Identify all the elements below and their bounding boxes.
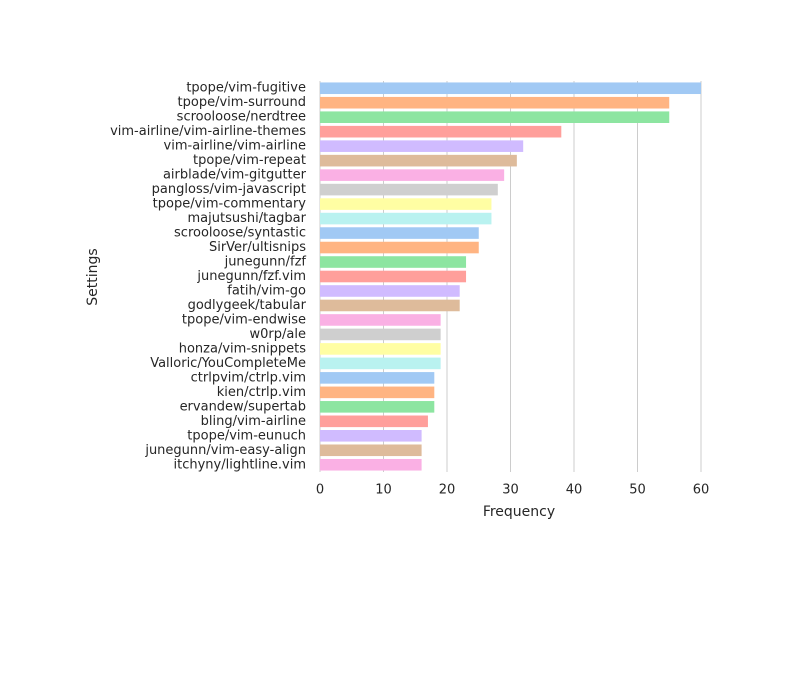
y-tick-label: vim-airline/vim-airline xyxy=(164,139,306,154)
bar xyxy=(320,444,422,457)
y-tick-label: tpope/vim-surround xyxy=(178,95,306,110)
y-tick-label: scrooloose/nerdtree xyxy=(177,110,306,125)
x-tick-label: 0 xyxy=(316,483,324,498)
y-tick-label: tpope/vim-repeat xyxy=(193,153,306,168)
bar xyxy=(320,241,479,254)
bar xyxy=(320,256,467,268)
bar xyxy=(320,357,441,370)
y-tick-label: bling/vim-airline xyxy=(201,414,306,429)
y-tick-label: junegunn/vim-easy-align xyxy=(144,443,306,458)
bar xyxy=(320,314,441,326)
y-tick-label: honza/vim-snippets xyxy=(179,341,306,356)
bar xyxy=(320,82,701,95)
y-tick-label: pangloss/vim-javascript xyxy=(152,182,306,197)
bar xyxy=(320,328,441,341)
y-tick-label: majutsushi/tagbar xyxy=(188,211,307,226)
x-axis-label: Frequency xyxy=(483,504,555,520)
y-axis-label: Settings xyxy=(85,248,101,305)
x-tick-label: 60 xyxy=(693,483,710,498)
bar xyxy=(320,125,562,138)
y-tick-label: airblade/vim-gitgutter xyxy=(163,168,307,183)
bar xyxy=(320,169,505,181)
x-tick-label: 20 xyxy=(439,483,456,498)
y-tick-label: ctrlpvim/ctrlp.vim xyxy=(191,370,306,385)
bar xyxy=(320,111,670,123)
y-tick-label: w0rp/ale xyxy=(250,327,306,342)
bar xyxy=(320,96,670,109)
bar xyxy=(320,415,428,428)
bar xyxy=(320,458,422,471)
bar xyxy=(320,430,422,442)
y-tick-label: tpope/vim-endwise xyxy=(182,312,306,327)
bar xyxy=(320,183,498,196)
x-tick-label: 50 xyxy=(629,483,646,498)
y-tick-label: itchyny/lightline.vim xyxy=(174,457,306,472)
y-tick-label: ervandew/supertab xyxy=(180,399,306,414)
y-tick-label: junegunn/fzf.vim xyxy=(196,269,306,284)
bar xyxy=(320,154,517,167)
bar xyxy=(320,198,492,210)
y-tick-label: fatih/vim-go xyxy=(227,283,306,298)
bar xyxy=(320,401,435,413)
y-tick-label: godlygeek/tabular xyxy=(188,298,307,313)
y-tick-label: tpope/vim-fugitive xyxy=(186,81,306,96)
bar xyxy=(320,227,479,239)
y-tick-label: junegunn/fzf xyxy=(224,255,307,270)
y-tick-label: tpope/vim-commentary xyxy=(153,197,307,212)
x-tick-label: 10 xyxy=(375,483,392,498)
x-tick-label: 40 xyxy=(566,483,583,498)
y-tick-label: scrooloose/syntastic xyxy=(174,226,306,241)
bar xyxy=(320,343,441,355)
y-tick-label: SirVer/ultisnips xyxy=(209,240,306,255)
bar xyxy=(320,299,460,312)
bar xyxy=(320,372,435,384)
bar xyxy=(320,270,467,283)
y-tick-label: vim-airline/vim-airline-themes xyxy=(110,124,306,139)
bar xyxy=(320,212,492,225)
bar xyxy=(320,386,435,399)
bar xyxy=(320,285,460,297)
y-tick-label: Valloric/YouCompleteMe xyxy=(150,356,306,371)
y-tick-label: kien/ctrlp.vim xyxy=(217,385,306,400)
x-tick-label: 30 xyxy=(502,483,519,498)
bar xyxy=(320,140,524,152)
y-tick-label: tpope/vim-eunuch xyxy=(187,428,306,443)
